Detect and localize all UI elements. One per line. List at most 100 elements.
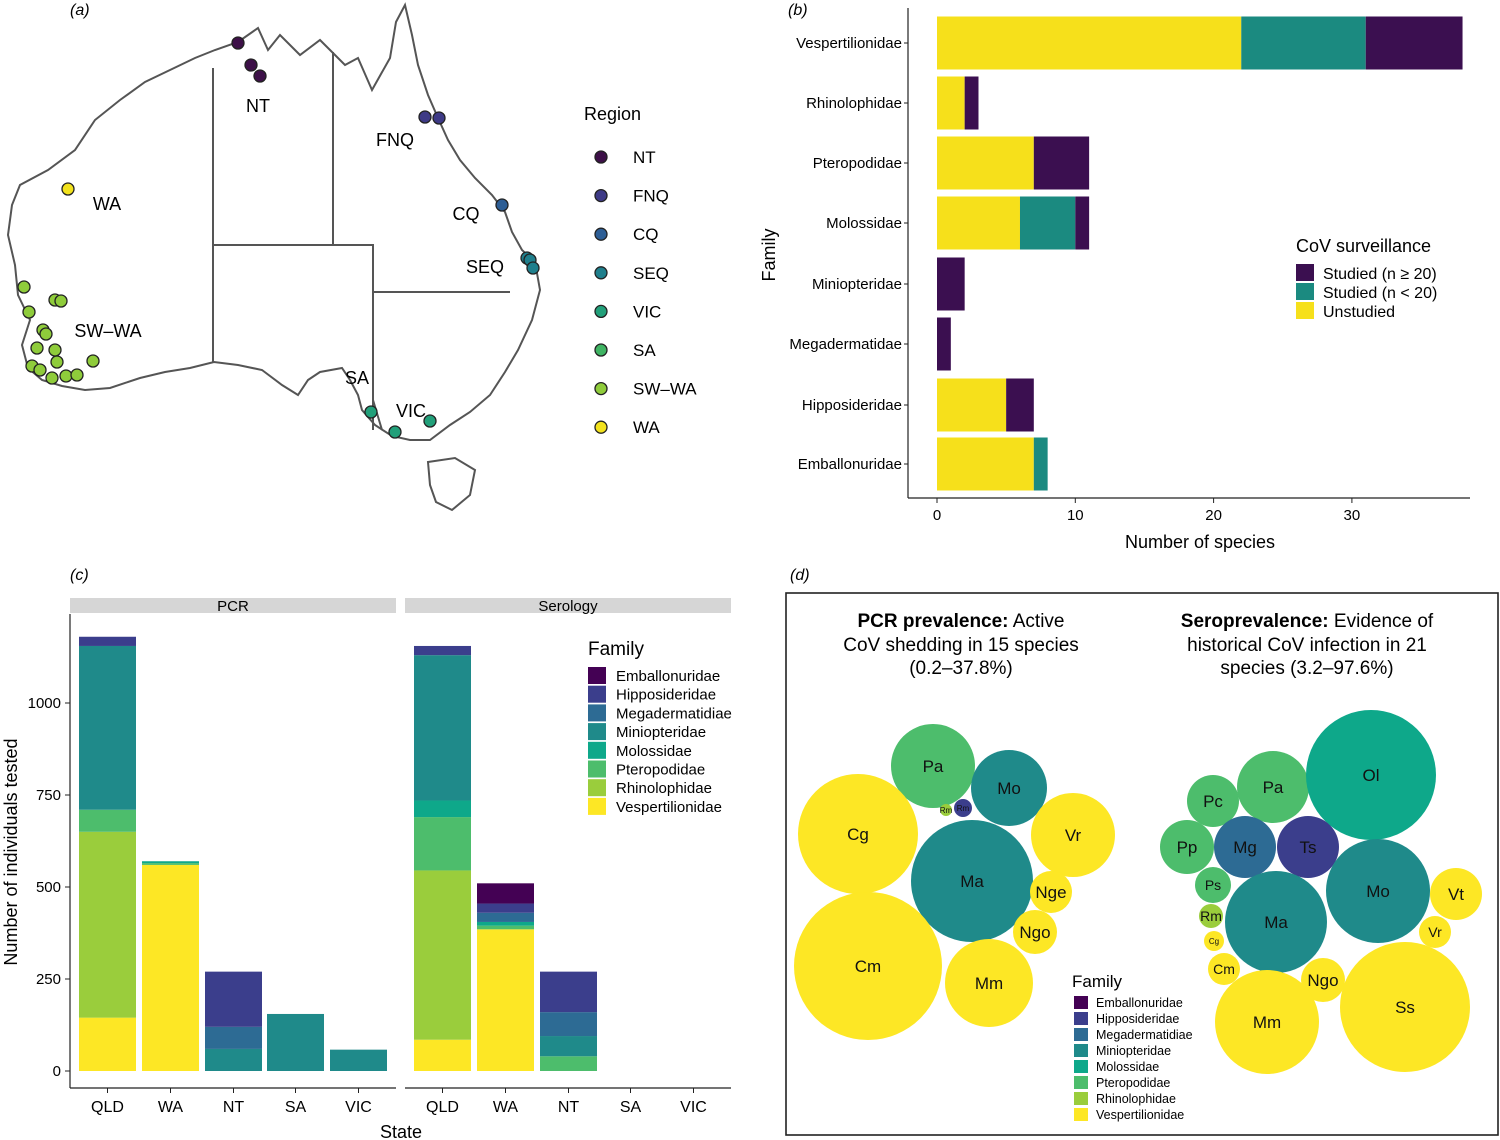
- c-xtick-label: VIC: [680, 1099, 707, 1116]
- panel-d-label: (d): [790, 567, 810, 584]
- c-bar-serology-qld-rhinolophidae: [414, 870, 471, 1040]
- c-legend-swatch-rhinolophidae: [588, 779, 606, 797]
- map-site-vic-10: [423, 414, 437, 428]
- sero-bubble-vr-11: [1419, 916, 1451, 948]
- c-legend-label-miniopteridae: Miniopteridae: [616, 724, 706, 741]
- map-legend-dot-sa: [594, 343, 608, 357]
- c-xtick-label: WA: [158, 1099, 184, 1116]
- state-borders: [212, 52, 510, 431]
- b-bar-molossidae-0: [937, 196, 1020, 250]
- c-ytick-label: 750: [36, 787, 61, 804]
- sero-bubble-label: Pa: [1263, 778, 1284, 797]
- sero-title-line2: historical CoV infection in 21: [1187, 635, 1427, 656]
- facet-strip-pcr: [70, 598, 396, 613]
- c-ytick-label: 500: [36, 879, 61, 896]
- pcr-bubble-rm-2: [940, 804, 952, 816]
- sero-bubble-label: Ts: [1300, 838, 1317, 857]
- c-legend-label-molossidae: Molossidae: [616, 743, 692, 760]
- sero-title-line3: species (3.2–97.6%): [1220, 658, 1393, 679]
- c-bar-serology-qld-hipposideridae: [414, 645, 471, 656]
- pcr-bubble-ngo-8: [1013, 910, 1057, 954]
- b-xtick-label: 0: [933, 507, 941, 524]
- map-label-cq: CQ: [453, 204, 480, 224]
- d-legend-swatch-vespertilionidae: [1074, 1108, 1088, 1121]
- sero-bubble-label: Ngo: [1307, 971, 1338, 990]
- pcr-title-line3: (0.2–37.8%): [909, 658, 1013, 679]
- c-bar-pcr-nt-megadermatidiae: [205, 1026, 262, 1049]
- c-bar-pcr-wa-pteropodidae: [142, 863, 199, 865]
- b-bar-megadermatidae-2: [937, 317, 951, 371]
- map-site-swwa-18: [39, 327, 53, 341]
- b-bar-molossidae-1: [1019, 196, 1076, 250]
- map-site-nt-2: [253, 69, 267, 83]
- map-site-swwa-13: [17, 280, 31, 294]
- c-bar-serology-wa-vespertilionidae: [477, 929, 534, 1071]
- b-bar-emballonuridae-1: [1033, 437, 1048, 491]
- c-bar-pcr-nt-miniopteridae: [205, 1048, 262, 1071]
- d-legend: Emballonuridae Hipposideridae Megadermatid…: [1074, 996, 1193, 1122]
- c-legend-label-pteropodidae: Pteropodidae: [616, 762, 705, 779]
- pcr-bubble-mm-10: [945, 939, 1033, 1027]
- panel-b-label: (b): [788, 2, 808, 19]
- c-bar-pcr-qld-rhinolophidae: [79, 831, 136, 1018]
- pcr-bubble-label: Cm: [855, 957, 881, 976]
- map-label-fnq: FNQ: [376, 130, 414, 150]
- c-bar-pcr-sa-miniopteridae: [267, 1013, 324, 1071]
- c-legend-swatch-pteropodidae: [588, 760, 606, 778]
- c-legend-swatch-miniopteridae: [588, 723, 606, 741]
- sero-bubble-pc-0: [1187, 775, 1239, 827]
- b-bar-pteropodidae-2: [1033, 136, 1090, 190]
- map-legend-label-seq: SEQ: [633, 264, 669, 283]
- map-label-swwa: SW–WA: [74, 321, 141, 341]
- map-legend-dot-wa: [594, 420, 608, 434]
- d-legend-label-megadermatidiae: Megadermatidiae: [1096, 1028, 1193, 1042]
- map-site-vic-11: [388, 425, 402, 439]
- c-y-ticks: 0 250 500 750 1000: [28, 695, 70, 1080]
- c-bar-pcr-vic-miniopteridae: [330, 1049, 387, 1071]
- c-x-ticks: QLD WA NT SA VIC QLD WA NT SA VIC: [91, 1088, 707, 1116]
- map-site-nt-0: [231, 36, 245, 50]
- c-bar-serology-wa-emballonuridae: [477, 883, 534, 904]
- sero-bubble-label: Ss: [1395, 998, 1415, 1017]
- b-bar-emballonuridae-0: [937, 437, 1034, 491]
- map-site-wa-12: [61, 182, 75, 196]
- sero-bubble-ss-16: [1340, 942, 1470, 1072]
- sero-bubble-ngo-14: [1301, 958, 1345, 1002]
- c-legend-label-vespertilionidae: Vespertilionidae: [616, 799, 722, 816]
- sero-bubble-rm-9: [1199, 904, 1223, 928]
- sero-bubble-label: Ol: [1363, 766, 1380, 785]
- d-legend-label-emballonuridae: Emballonuridae: [1096, 996, 1183, 1010]
- sero-bubble-label: Mm: [1253, 1013, 1281, 1032]
- sero-bubble-label: Pc: [1203, 792, 1223, 811]
- b-bar-rhinolophidae-2: [964, 76, 979, 130]
- c-bar-serology-nt-pteropodidae: [540, 1056, 597, 1071]
- c-legend-label-emballonuridae: Emballonuridae: [616, 668, 720, 685]
- b-y-label: Family: [759, 229, 779, 282]
- map-site-seq-8: [526, 261, 540, 275]
- b-bar-molossidae-2: [1075, 196, 1090, 250]
- d-legend-label-molossidae: Molossidae: [1096, 1060, 1159, 1074]
- c-bar-serology-qld-vespertilionidae: [414, 1039, 471, 1071]
- sero-bubble-ts-5: [1277, 816, 1339, 878]
- map-label-sa: SA: [345, 368, 369, 388]
- sero-bubble-pa-1: [1237, 751, 1309, 823]
- b-legend-swatch-2: [1296, 264, 1314, 281]
- b-ytick-label: Pteropodidae: [813, 155, 902, 172]
- map-site-swwa-27: [86, 354, 100, 368]
- sero-bubble-mm-15: [1215, 970, 1319, 1074]
- b-legend-label-0: Unstudied: [1323, 304, 1395, 321]
- pcr-bubble-label: Rm: [940, 806, 953, 815]
- b-legend-swatch-0: [1296, 302, 1314, 319]
- b-bar-pteropodidae-0: [937, 136, 1034, 190]
- d-legend-label-rhinolophidae: Rhinolophidae: [1096, 1092, 1176, 1106]
- pcr-bubble-rm-3: [954, 799, 972, 817]
- map-label-nt: NT: [246, 96, 270, 116]
- c-legend-swatch-emballonuridae: [588, 667, 606, 684]
- sero-title-line1: Seroprevalence: Evidence of: [1181, 611, 1434, 632]
- facet-label-serology: Serology: [538, 598, 598, 615]
- pcr-bubble-vr-5: [1031, 793, 1115, 877]
- c-legend-swatch-vespertilionidae: [588, 797, 606, 815]
- map-site-swwa-16: [22, 305, 36, 319]
- d-legend-label-hipposideridae: Hipposideridae: [1096, 1012, 1179, 1026]
- c-xtick-label: QLD: [91, 1099, 124, 1116]
